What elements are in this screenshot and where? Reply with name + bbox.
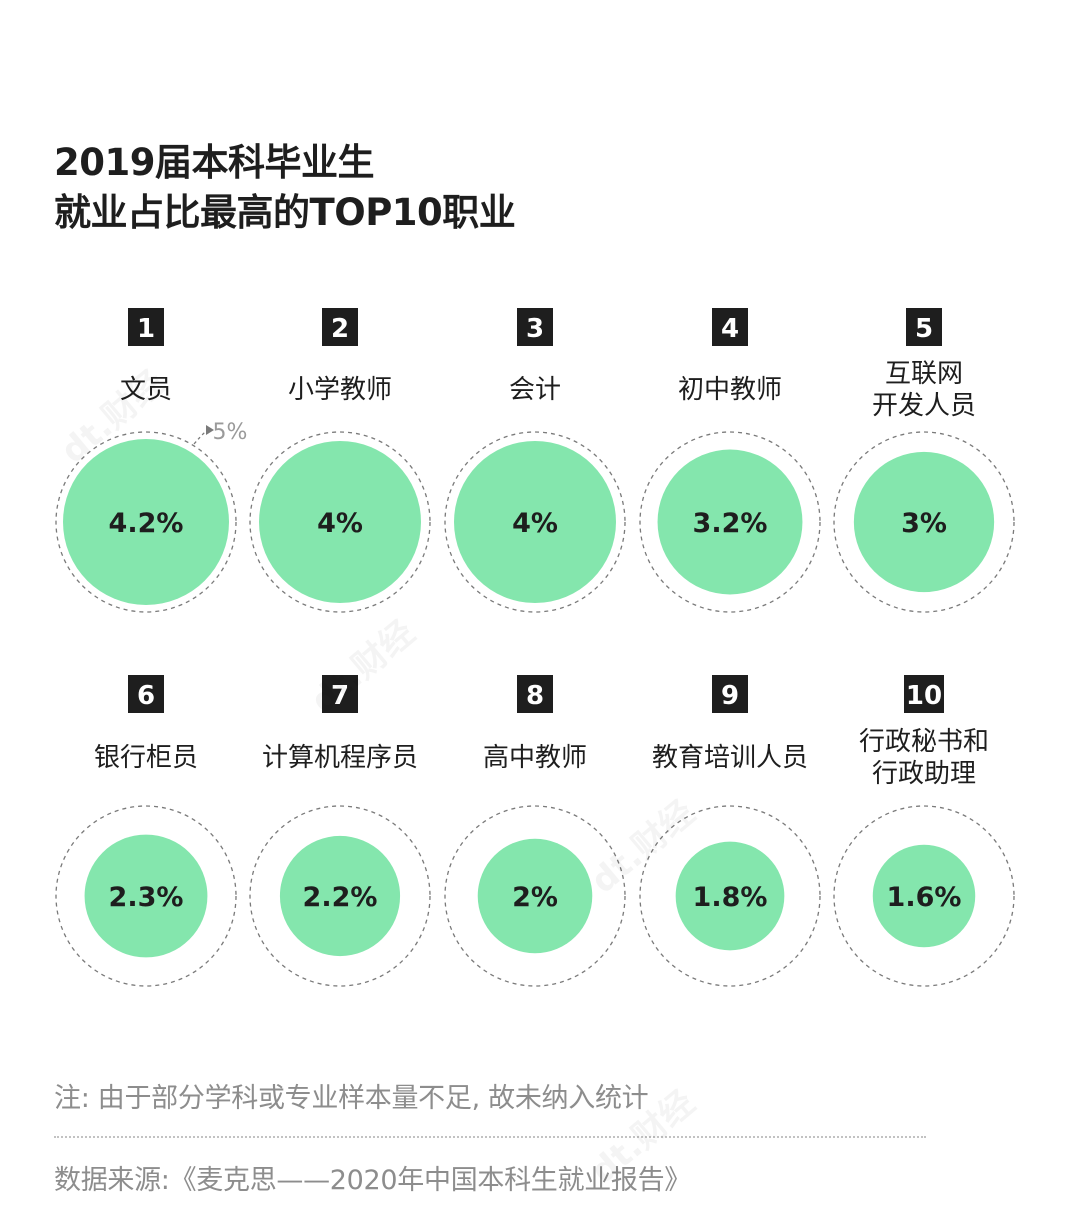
- value-label: 1.8%: [693, 882, 768, 913]
- rank-number: 2: [331, 314, 349, 344]
- rank-badge: [322, 308, 358, 346]
- chart-title: 2019届本科毕业生 就业占比最高的TOP10职业: [54, 138, 516, 238]
- rank-badge: [128, 675, 164, 713]
- reference-circle: [639, 805, 821, 987]
- value-label: 3.2%: [693, 508, 768, 539]
- rank-number: 9: [721, 681, 739, 711]
- rank-badge: [517, 675, 553, 713]
- reference-circle: [249, 805, 431, 987]
- rank-number: 8: [526, 681, 544, 711]
- reference-label: 5%: [213, 420, 248, 445]
- rank-number: 5: [915, 314, 933, 344]
- rank-number: 10: [906, 681, 942, 711]
- rank-badge: [517, 308, 553, 346]
- occupation-label: 行政秘书和: [859, 727, 989, 757]
- chart-title-line2: 就业占比最高的TOP10职业: [54, 191, 516, 234]
- rank-number: 4: [721, 314, 739, 344]
- occupation-label: 教育培训人员: [652, 743, 808, 773]
- reference-circle: [444, 431, 626, 613]
- reference-circle: [833, 431, 1015, 613]
- occupation-label: 开发人员: [872, 391, 976, 421]
- rank-badge: [128, 308, 164, 346]
- occupation-label: 高中教师: [483, 743, 587, 773]
- value-label: 4%: [512, 508, 558, 539]
- value-bubble: [477, 838, 593, 954]
- value-bubble: [63, 439, 229, 605]
- rank-badge: [712, 675, 748, 713]
- value-bubble: [259, 441, 421, 603]
- occupation-label: 小学教师: [288, 375, 392, 405]
- reference-circle: [249, 431, 431, 613]
- occupation-label: 文员: [120, 375, 172, 405]
- data-source: 数据来源:《麦克思——2020年中国本科生就业报告》: [54, 1165, 692, 1196]
- value-bubble: [84, 834, 208, 958]
- rank-badge: [322, 675, 358, 713]
- value-label: 3%: [901, 508, 947, 539]
- value-label: 2%: [512, 882, 558, 913]
- value-label: 4%: [317, 508, 363, 539]
- value-label: 4.2%: [109, 508, 184, 539]
- occupation-label: 银行柜员: [94, 743, 198, 773]
- divider: [54, 1136, 926, 1138]
- occupation-label: 会计: [509, 375, 561, 405]
- reference-arrow-head: [206, 425, 214, 435]
- reference-circle: [444, 805, 626, 987]
- value-bubble: [675, 841, 785, 951]
- occupation-label: 初中教师: [678, 375, 782, 405]
- value-label: 2.3%: [109, 882, 184, 913]
- occupation-label: 计算机程序员: [262, 743, 418, 773]
- value-bubble: [657, 449, 803, 595]
- value-bubble: [454, 441, 616, 603]
- occupation-label: 行政助理: [872, 759, 976, 789]
- reference-arrow: [193, 429, 209, 445]
- reference-circle: [833, 805, 1015, 987]
- value-bubble: [853, 451, 995, 593]
- value-label: 1.6%: [887, 882, 962, 913]
- reference-circle: [55, 805, 237, 987]
- footnote: 注: 由于部分学科或专业样本量不足, 故未纳入统计: [54, 1083, 649, 1114]
- rank-number: 3: [526, 314, 544, 344]
- rank-number: 7: [331, 681, 349, 711]
- chart-title-line1: 2019届本科毕业生: [54, 141, 374, 184]
- value-label: 2.2%: [303, 882, 378, 913]
- rank-number: 6: [137, 681, 155, 711]
- occupation-label: 互联网: [885, 359, 963, 389]
- rank-badge: [906, 308, 942, 346]
- reference-circle: [639, 431, 821, 613]
- value-bubble: [872, 844, 976, 948]
- reference-circle: [55, 431, 237, 613]
- rank-badge: [712, 308, 748, 346]
- rank-badge: [904, 675, 944, 713]
- value-bubble: [279, 835, 401, 957]
- rank-number: 1: [137, 314, 155, 344]
